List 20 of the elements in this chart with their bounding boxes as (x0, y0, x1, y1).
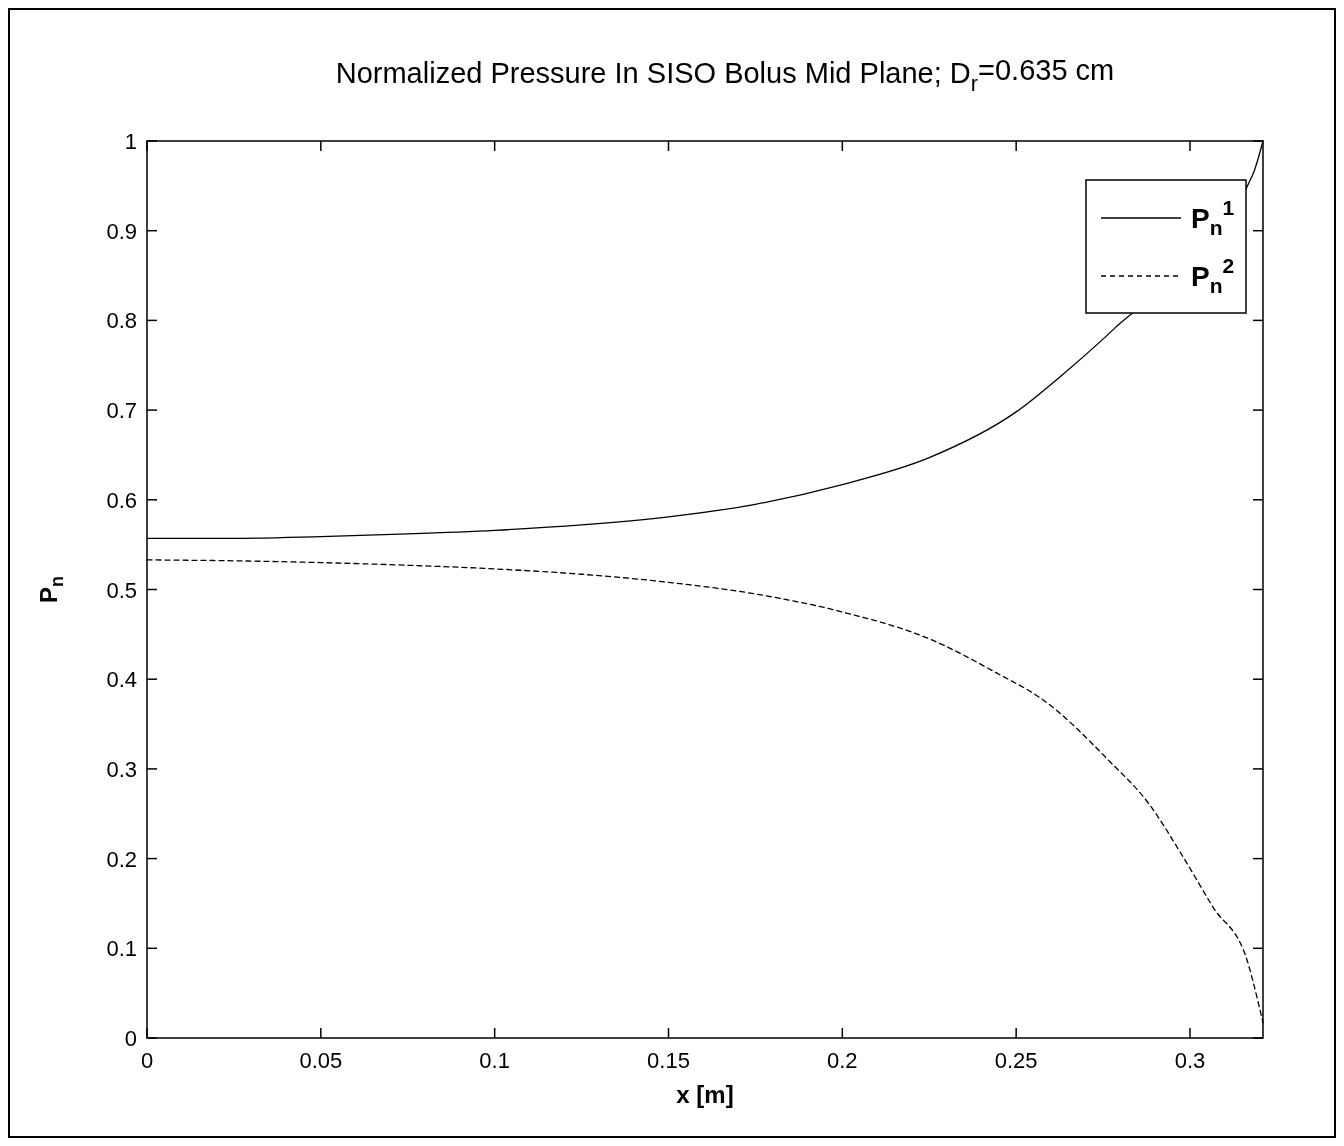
y-tick-label: 0.3 (106, 756, 137, 782)
x-tick-label: 0.3 (1174, 1048, 1206, 1073)
y-tick-label: 0.9 (106, 218, 137, 244)
x-tick-label: 0.15 (647, 1048, 690, 1073)
x-tick-label: 0.25 (994, 1048, 1038, 1073)
x-axis-title: x [m] (676, 1081, 734, 1108)
y-tick-label: 0.7 (106, 398, 137, 424)
y-tick-label: 1 (124, 129, 137, 154)
y-tick-label: 0.2 (106, 846, 137, 872)
x-tick-label: 0.1 (479, 1048, 510, 1073)
y-tick-label: 0.8 (106, 308, 137, 334)
x-tick-label: 0 (140, 1048, 154, 1073)
chart-title: Normalized Pressure In SISO Bolus Mid Plane; D$_{r}$=0.635 cm (335, 54, 1115, 96)
x-tick-label: 0.2 (827, 1048, 858, 1073)
y-tick-label: 0 (124, 1026, 137, 1051)
y-tick-label: 0.6 (106, 487, 137, 513)
y-tick-label: 0.1 (106, 936, 137, 962)
x-tick-label: 0.05 (299, 1048, 343, 1073)
y-tick-label: 0.5 (106, 577, 137, 603)
y-tick-label: 0.4 (106, 667, 137, 693)
